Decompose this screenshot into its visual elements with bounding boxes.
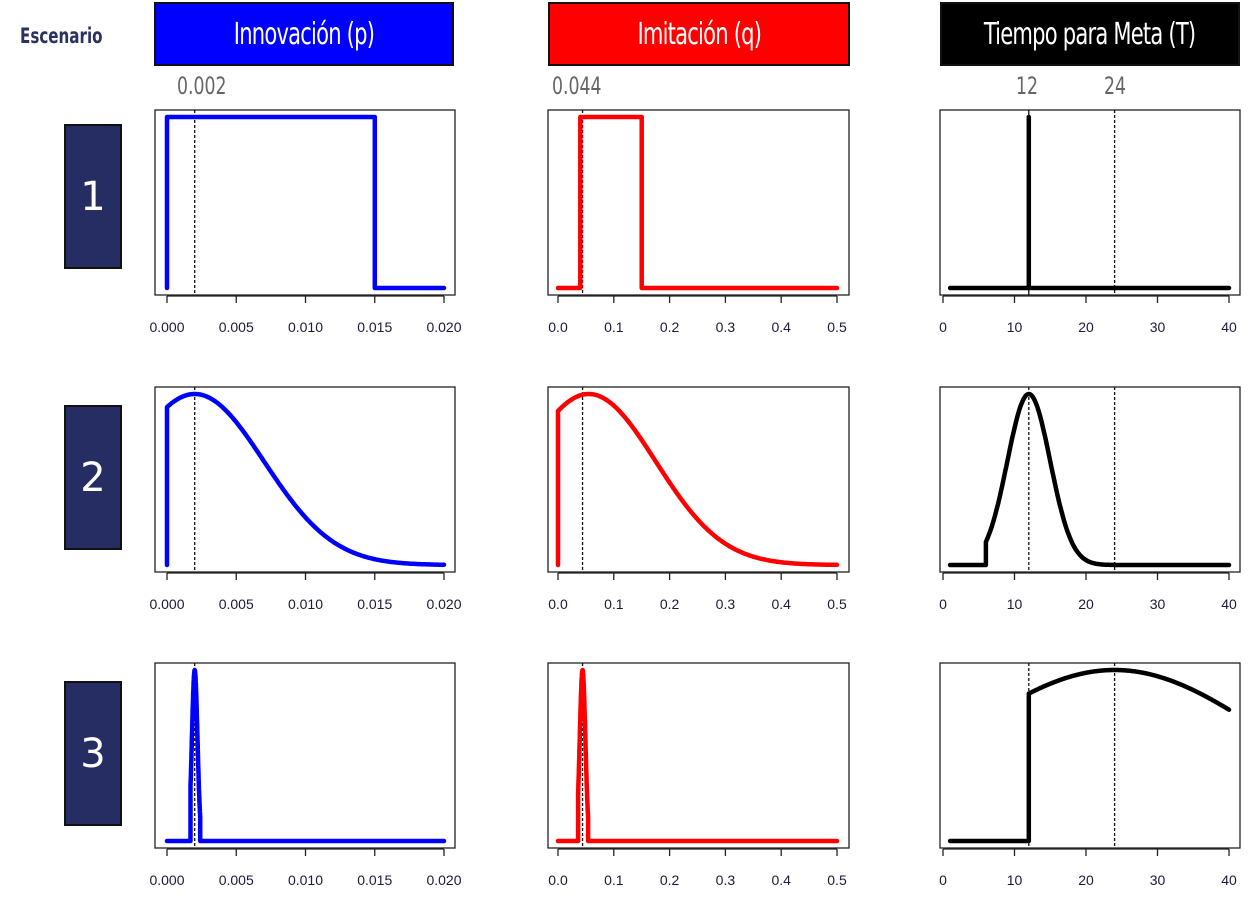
x-tick-label-s3-p-3: 0.015 (357, 872, 392, 888)
header-imitation: Imitación (q) (548, 2, 850, 66)
x-tick-label-s1-q-3: 0.3 (716, 319, 736, 335)
x-tick-label-s3-q-5: 0.5 (827, 872, 847, 888)
x-tick-label-s2-q-5: 0.5 (827, 596, 847, 612)
x-tick-label-s2-p-0: 0.000 (149, 596, 184, 612)
header-time-to-goal: Tiempo para Meta (T) (940, 2, 1240, 66)
x-tick-label-s2-t-0: 0 (939, 596, 947, 612)
x-tick-label-s3-t-0: 0 (939, 872, 947, 888)
plot-frame-s2-p (154, 386, 456, 573)
x-tick-label-s1-q-0: 0.0 (548, 319, 568, 335)
x-tick-label-s1-t-4: 40 (1221, 319, 1237, 335)
plot-frame-s3-t (939, 662, 1241, 849)
plot-frame-s2-t (939, 386, 1241, 573)
x-tick-label-s3-q-4: 0.4 (771, 872, 791, 888)
density-curve-s1-q (555, 114, 840, 291)
density-curve-s3-p (164, 667, 447, 844)
plot-frame-s1-t (939, 109, 1241, 296)
x-tick-label-s3-q-3: 0.3 (716, 872, 736, 888)
x-tick-label-s1-p-2: 0.010 (288, 319, 323, 335)
reference-label-t-24: 24 (1104, 72, 1126, 100)
scenario-column-label: Escenario (20, 24, 103, 48)
x-tick-label-s3-t-3: 30 (1150, 872, 1166, 888)
x-tick-label-s3-p-2: 0.010 (288, 872, 323, 888)
density-curve-s1-t (947, 114, 1232, 291)
x-tick-label-s3-t-2: 20 (1078, 872, 1094, 888)
reference-label-p: 0.002 (177, 72, 227, 100)
x-tick-label-s2-q-2: 0.2 (660, 596, 680, 612)
density-curve-s1-p (164, 114, 447, 291)
density-curve-s2-t (947, 391, 1232, 568)
x-tick-label-s3-p-0: 0.000 (149, 872, 184, 888)
x-tick-label-s2-p-2: 0.010 (288, 596, 323, 612)
x-tick-label-s1-t-0: 0 (939, 319, 947, 335)
x-tick-label-s2-q-1: 0.1 (604, 596, 624, 612)
x-tick-label-s1-p-4: 0.020 (426, 319, 461, 335)
x-tick-label-s1-t-1: 10 (1007, 319, 1023, 335)
plot-frame-s2-q (547, 386, 850, 573)
plot-frame-s1-p (154, 109, 456, 296)
header-innovation: Innovación (p) (154, 2, 454, 66)
plot-frame-s1-q (547, 109, 850, 296)
x-tick-label-s3-t-4: 40 (1221, 872, 1237, 888)
reference-label-t-12: 12 (1016, 72, 1038, 100)
density-curve-s2-p (164, 391, 447, 568)
x-tick-label-s2-p-3: 0.015 (357, 596, 392, 612)
x-tick-label-s2-t-4: 40 (1221, 596, 1237, 612)
density-curve-s2-q (555, 391, 840, 568)
reference-label-q: 0.044 (552, 72, 602, 100)
x-tick-label-s1-q-4: 0.4 (771, 319, 791, 335)
scenario-badge-1: 1 (64, 124, 122, 269)
x-tick-label-s1-q-5: 0.5 (827, 319, 847, 335)
x-tick-label-s1-q-1: 0.1 (604, 319, 624, 335)
x-tick-label-s3-p-1: 0.005 (219, 872, 254, 888)
x-tick-label-s2-q-3: 0.3 (716, 596, 736, 612)
x-tick-label-s2-p-1: 0.005 (219, 596, 254, 612)
x-tick-label-s3-q-0: 0.0 (548, 872, 568, 888)
x-tick-label-s2-t-3: 30 (1150, 596, 1166, 612)
x-tick-label-s1-p-1: 0.005 (219, 319, 254, 335)
x-tick-label-s3-t-1: 10 (1007, 872, 1023, 888)
plot-frame-s3-q (547, 662, 850, 849)
x-tick-label-s2-t-1: 10 (1007, 596, 1023, 612)
x-tick-label-s1-p-0: 0.000 (149, 319, 184, 335)
x-tick-label-s1-p-3: 0.015 (357, 319, 392, 335)
density-curve-s3-t (947, 667, 1232, 844)
scenario-badge-3: 3 (64, 681, 122, 826)
x-tick-label-s1-q-2: 0.2 (660, 319, 680, 335)
scenario-badge-2: 2 (64, 405, 122, 550)
plot-frame-s3-p (154, 662, 456, 849)
x-tick-label-s2-q-0: 0.0 (548, 596, 568, 612)
x-tick-label-s2-q-4: 0.4 (771, 596, 791, 612)
density-curve-s3-q (555, 667, 840, 844)
x-tick-label-s2-p-4: 0.020 (426, 596, 461, 612)
x-tick-label-s3-q-1: 0.1 (604, 872, 624, 888)
x-tick-label-s2-t-2: 20 (1078, 596, 1094, 612)
x-tick-label-s1-t-3: 30 (1150, 319, 1166, 335)
x-tick-label-s3-p-4: 0.020 (426, 872, 461, 888)
x-tick-label-s3-q-2: 0.2 (660, 872, 680, 888)
x-tick-label-s1-t-2: 20 (1078, 319, 1094, 335)
